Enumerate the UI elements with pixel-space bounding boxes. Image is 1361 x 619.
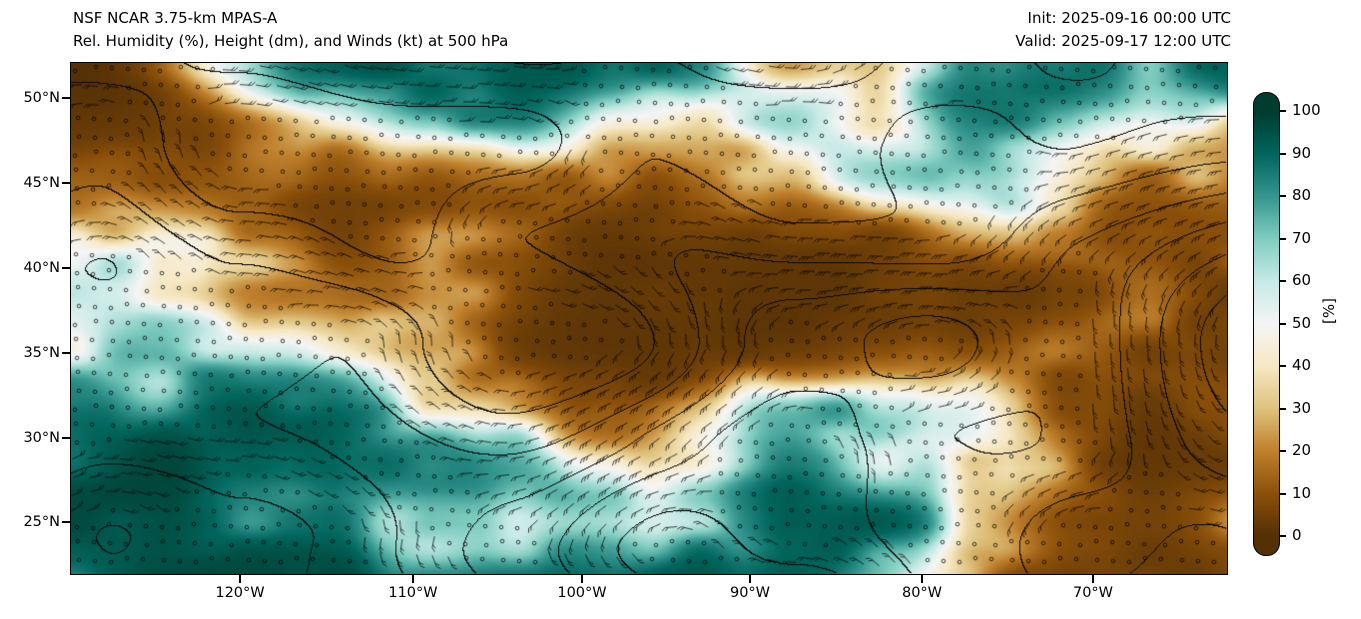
x-tick-mark bbox=[749, 575, 751, 583]
colorbar-tick-mark bbox=[1280, 195, 1286, 197]
y-tick-mark bbox=[62, 521, 70, 523]
title-block: NSF NCAR 3.75-km MPAS-A Rel. Humidity (%… bbox=[73, 7, 508, 53]
colorbar-tick-mark bbox=[1280, 450, 1286, 452]
init-time: Init: 2025-09-16 00:00 UTC bbox=[1027, 9, 1231, 27]
colorbar-tick-label: 20 bbox=[1292, 441, 1312, 459]
y-tick-mark bbox=[62, 182, 70, 184]
x-tick-label: 90°W bbox=[729, 585, 771, 601]
colorbar bbox=[1253, 92, 1280, 556]
colorbar-tick-mark bbox=[1280, 408, 1286, 410]
rh-field-canvas bbox=[71, 63, 1227, 574]
colorbar-tick-label: 40 bbox=[1292, 356, 1312, 374]
x-tick-label: 70°W bbox=[1072, 585, 1114, 601]
y-tick-mark bbox=[62, 352, 70, 354]
colorbar-tick-mark bbox=[1280, 280, 1286, 282]
x-tick-mark bbox=[921, 575, 923, 583]
y-tick-label: 30°N bbox=[23, 430, 60, 446]
y-tick-mark bbox=[62, 437, 70, 439]
valid-time: Valid: 2025-09-17 12:00 UTC bbox=[1015, 32, 1231, 50]
colorbar-tick-label: 60 bbox=[1292, 271, 1312, 289]
colorbar-tick-mark bbox=[1280, 493, 1286, 495]
colorbar-tick-label: 90 bbox=[1292, 144, 1312, 162]
colorbar-tick-mark bbox=[1280, 153, 1286, 155]
y-tick-mark bbox=[62, 267, 70, 269]
x-tick-mark bbox=[239, 575, 241, 583]
x-tick-label: 110°W bbox=[388, 585, 438, 601]
x-tick-mark bbox=[581, 575, 583, 583]
colorbar-tick-label: 50 bbox=[1292, 314, 1312, 332]
y-tick-label: 25°N bbox=[23, 514, 60, 530]
time-block: Init: 2025-09-16 00:00 UTC Valid: 2025-0… bbox=[1015, 7, 1231, 53]
colorbar-tick-label: 10 bbox=[1292, 484, 1312, 502]
colorbar-tick-label: 30 bbox=[1292, 399, 1312, 417]
map-plot-area bbox=[70, 62, 1228, 575]
y-tick-label: 40°N bbox=[23, 260, 60, 276]
y-tick-mark bbox=[62, 97, 70, 99]
colorbar-tick-mark bbox=[1280, 323, 1286, 325]
x-tick-label: 80°W bbox=[901, 585, 943, 601]
colorbar-tick-mark bbox=[1280, 110, 1286, 112]
x-tick-mark bbox=[1092, 575, 1094, 583]
colorbar-tick-label: 80 bbox=[1292, 186, 1312, 204]
colorbar-tick-label: 70 bbox=[1292, 229, 1312, 247]
x-tick-label: 120°W bbox=[215, 585, 265, 601]
y-tick-label: 35°N bbox=[23, 345, 60, 361]
colorbar-tick-mark bbox=[1280, 238, 1286, 240]
colorbar-tick-label: 100 bbox=[1292, 101, 1321, 119]
colorbar-tick-label: 0 bbox=[1292, 526, 1302, 544]
model-title: NSF NCAR 3.75-km MPAS-A bbox=[73, 9, 278, 27]
y-tick-label: 50°N bbox=[23, 90, 60, 106]
x-tick-label: 100°W bbox=[557, 585, 607, 601]
colorbar-unit-label: [%] bbox=[1319, 298, 1338, 324]
x-tick-mark bbox=[412, 575, 414, 583]
colorbar-tick-mark bbox=[1280, 535, 1286, 537]
product-title: Rel. Humidity (%), Height (dm), and Wind… bbox=[73, 32, 509, 50]
y-tick-label: 45°N bbox=[23, 175, 60, 191]
colorbar-tick-mark bbox=[1280, 365, 1286, 367]
